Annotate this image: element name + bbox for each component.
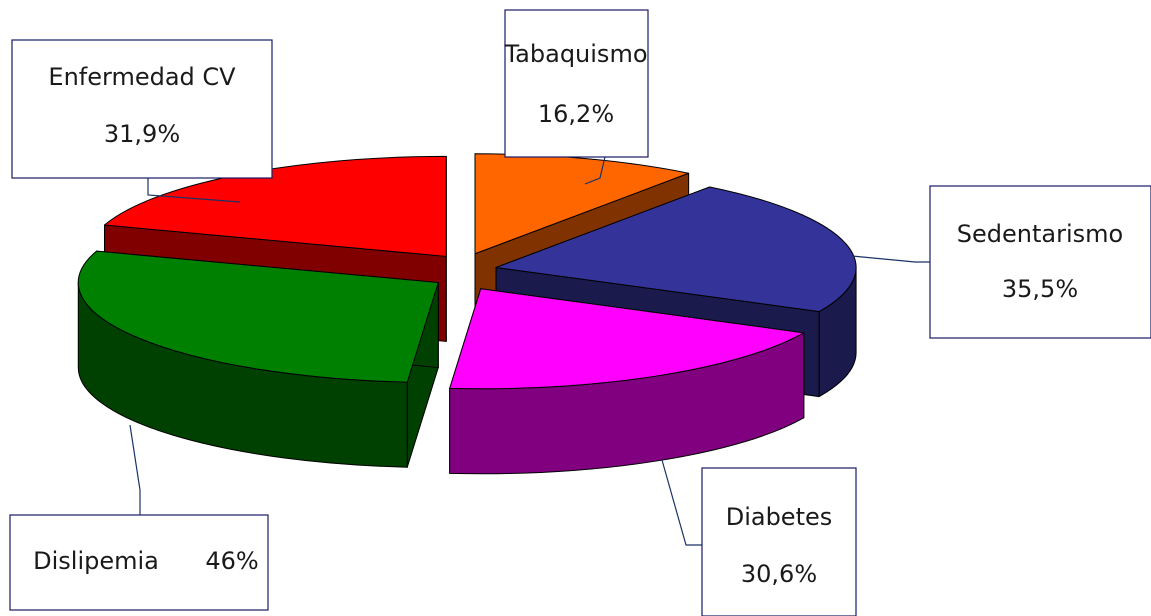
label-value: 31,9% <box>104 120 180 148</box>
label-value: 30,6% <box>741 560 817 588</box>
label-value: 46% <box>205 547 258 575</box>
leader-line <box>147 178 241 203</box>
leader-line <box>584 156 606 185</box>
label-name: Tabaquismo <box>503 40 647 68</box>
slice-top <box>77 250 439 383</box>
slice <box>449 288 805 475</box>
slice-top <box>495 186 857 313</box>
label-value: 16,2% <box>538 100 614 128</box>
label-name: Diabetes <box>726 503 833 531</box>
label-box <box>929 185 1151 339</box>
slice <box>77 250 439 468</box>
pie <box>77 153 857 475</box>
labels: Tabaquismo 16,2% Sedentarismo 35,5% Diabetes… <box>9 9 1151 616</box>
leader-line <box>129 424 141 515</box>
label-box <box>11 39 273 179</box>
label-name: Sedentarismo <box>957 220 1123 248</box>
label-box <box>701 467 857 616</box>
slice-top <box>474 153 690 255</box>
leader-line <box>661 459 702 546</box>
label-name: Enfermedad CV <box>48 63 236 91</box>
leader-line <box>851 255 930 263</box>
label-box <box>504 9 649 158</box>
label-name: Dislipemia <box>33 547 159 575</box>
label-value: 35,5% <box>1002 275 1078 303</box>
label-box <box>9 514 269 611</box>
slice-top <box>449 288 805 390</box>
